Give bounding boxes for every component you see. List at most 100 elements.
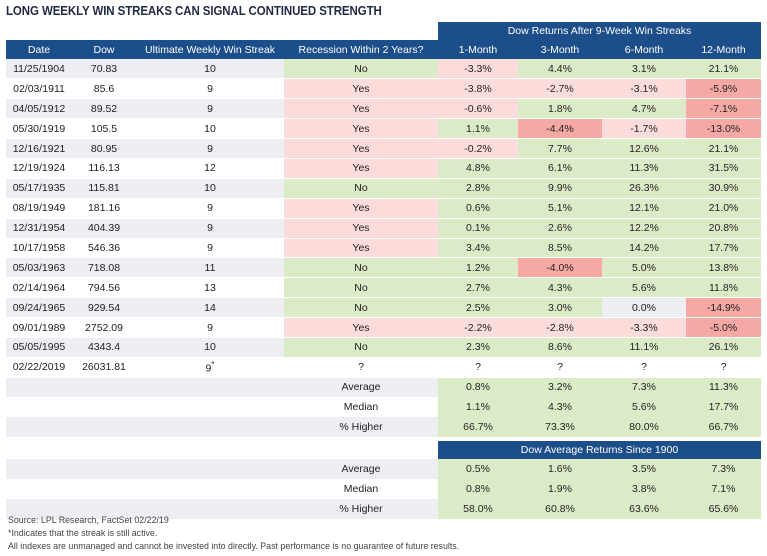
dow-cell: 718.08 (72, 257, 136, 279)
column-header: Date (6, 40, 72, 59)
recession-cell: No (284, 178, 438, 199)
return-cell-m1: -0.2% (438, 138, 518, 159)
return-cell-m6: 14.2% (602, 238, 686, 259)
stat-value-m3: 3.2% (518, 377, 602, 398)
return-cell-m1: 2.3% (438, 337, 518, 358)
stat-value-m1: 0.8% (438, 377, 518, 398)
date-cell: 12/19/1924 (6, 158, 72, 179)
table-row: 05/30/1919 105.5 10 Yes 1.1% -4.4% -1.7% -13.0% (6, 118, 761, 140)
stat-value-m1: 58.0% (438, 498, 518, 519)
dow-cell: 546.36 (72, 238, 136, 259)
streak-value: 9 (207, 102, 213, 115)
date-cell: 09/24/1965 (6, 297, 72, 319)
table-row: 02/14/1964 794.56 13 No 2.7% 4.3% 5.6% 11.8% (6, 277, 761, 299)
stat-value-m1: 0.5% (438, 458, 518, 479)
table-row: 11/25/1904 70.83 10 No -3.3% 4.4% 3.1% 21.1% (6, 59, 761, 80)
streak-value: 9 (207, 241, 213, 254)
table-row: 02/22/2019 26031.81 9*????? (6, 357, 761, 378)
recession-cell: Yes (284, 98, 438, 120)
return-cell-m1: -3.3% (438, 59, 518, 80)
streak-cell: 9 (136, 198, 284, 219)
return-cell-m1: 0.1% (438, 218, 518, 239)
stat-value-m12: 65.6% (686, 498, 761, 519)
return-cell-m12: 13.8% (686, 257, 761, 279)
recession-cell: Yes (284, 78, 438, 100)
column-header: 3-Month (518, 40, 602, 59)
return-cell-m3: -2.8% (518, 317, 602, 338)
table-row: 08/19/1949 181.16 9 Yes 0.6% 5.1% 12.1% 21.0% (6, 198, 761, 219)
stat-spacer (6, 478, 284, 499)
return-cell-m3: 6.1% (518, 158, 602, 179)
return-cell-m3: 8.6% (518, 337, 602, 358)
table-row: 05/17/1935 115.81 10 No 2.8% 9.9% 26.3% 30.9% (6, 178, 761, 199)
dow-cell: 929.54 (72, 297, 136, 319)
return-cell-m1: 2.7% (438, 277, 518, 299)
dow-cell: 105.5 (72, 118, 136, 140)
return-cell-m6: 5.6% (602, 277, 686, 299)
stat-value-m12: 7.3% (686, 458, 761, 479)
streak-value: 10 (204, 122, 216, 135)
streak-cell: 10 (136, 118, 284, 140)
spacer-cell (6, 436, 761, 441)
recession-cell: Yes (284, 138, 438, 159)
recession-cell: No (284, 59, 438, 80)
streak-value: 10 (204, 62, 216, 75)
since-header: Dow Average Returns Since 1900 (438, 440, 761, 459)
stat-value-m6: 5.6% (602, 397, 686, 418)
return-cell-m1: 2.5% (438, 297, 518, 319)
stat-value-m12: 7.1% (686, 478, 761, 499)
stat-label: Average (284, 377, 438, 398)
stat-value-m3: 73.3% (518, 417, 602, 437)
return-cell-m6: 11.1% (602, 337, 686, 358)
return-cell-m3: 8.5% (518, 238, 602, 259)
streak-cell: 9 (136, 98, 284, 120)
date-cell: 02/22/2019 (6, 357, 72, 378)
stat-label: Median (284, 397, 438, 418)
disclaimer-note: All indexes are unmanaged and cannot be … (8, 541, 460, 552)
return-cell-m6: ? (602, 357, 686, 378)
stat-value-m6: 63.6% (602, 498, 686, 519)
stat-value-m12: 11.3% (686, 377, 761, 398)
return-cell-m1: 1.1% (438, 118, 518, 140)
stat-spacer (6, 417, 284, 437)
recession-cell: No (284, 257, 438, 279)
stat-row: % Higher 58.0% 60.8% 63.6% 65.6% (6, 498, 761, 519)
return-cell-m6: 11.3% (602, 158, 686, 179)
stat-value-m12: 17.7% (686, 397, 761, 418)
column-header-row: Date Dow Ultimate Weekly Win Streak Recessi… (6, 40, 761, 59)
date-cell: 12/31/1954 (6, 218, 72, 239)
return-cell-m6: 3.1% (602, 59, 686, 80)
column-header: Recession Within 2 Years? (284, 40, 438, 59)
return-cell-m6: -3.1% (602, 78, 686, 100)
return-cell-m3: 2.6% (518, 218, 602, 239)
streak-cell: 9 (136, 218, 284, 239)
dow-cell: 116.13 (72, 158, 136, 179)
date-cell: 10/17/1958 (6, 238, 72, 259)
stat-value-m3: 4.3% (518, 397, 602, 418)
table-row: 12/31/1954 404.39 9 Yes 0.1% 2.6% 12.2% 20.8% (6, 218, 761, 239)
streak-value: 12 (204, 162, 216, 175)
table-row: 02/03/1911 85.6 9 Yes -3.8% -2.7% -3.1% -5.9% (6, 78, 761, 100)
date-cell: 02/14/1964 (6, 277, 72, 299)
return-cell-m12: 11.8% (686, 277, 761, 299)
return-cell-m12: 21.1% (686, 59, 761, 80)
return-cell-m3: 1.8% (518, 98, 602, 120)
return-cell-m1: 1.2% (438, 257, 518, 279)
dow-cell: 794.56 (72, 277, 136, 299)
recession-cell: No (284, 337, 438, 358)
date-cell: 09/01/1989 (6, 317, 72, 338)
streak-cell: 10 (136, 59, 284, 80)
stat-row: Average 0.8% 3.2% 7.3% 11.3% (6, 377, 761, 398)
date-cell: 05/17/1935 (6, 178, 72, 199)
column-header: 12-Month (686, 40, 761, 59)
date-cell: 02/03/1911 (6, 78, 72, 100)
streak-value: 9 (207, 142, 213, 155)
recession-cell: No (284, 277, 438, 299)
streak-cell: 9 (136, 138, 284, 159)
return-cell-m12: ? (686, 357, 761, 378)
return-cell-m6: 12.6% (602, 138, 686, 159)
return-cell-m3: 7.7% (518, 138, 602, 159)
stat-label: Median (284, 478, 438, 499)
page-title: LONG WEEKLY WIN STREAKS CAN SIGNAL CONTI… (6, 4, 382, 18)
return-cell-m6: 4.7% (602, 98, 686, 120)
